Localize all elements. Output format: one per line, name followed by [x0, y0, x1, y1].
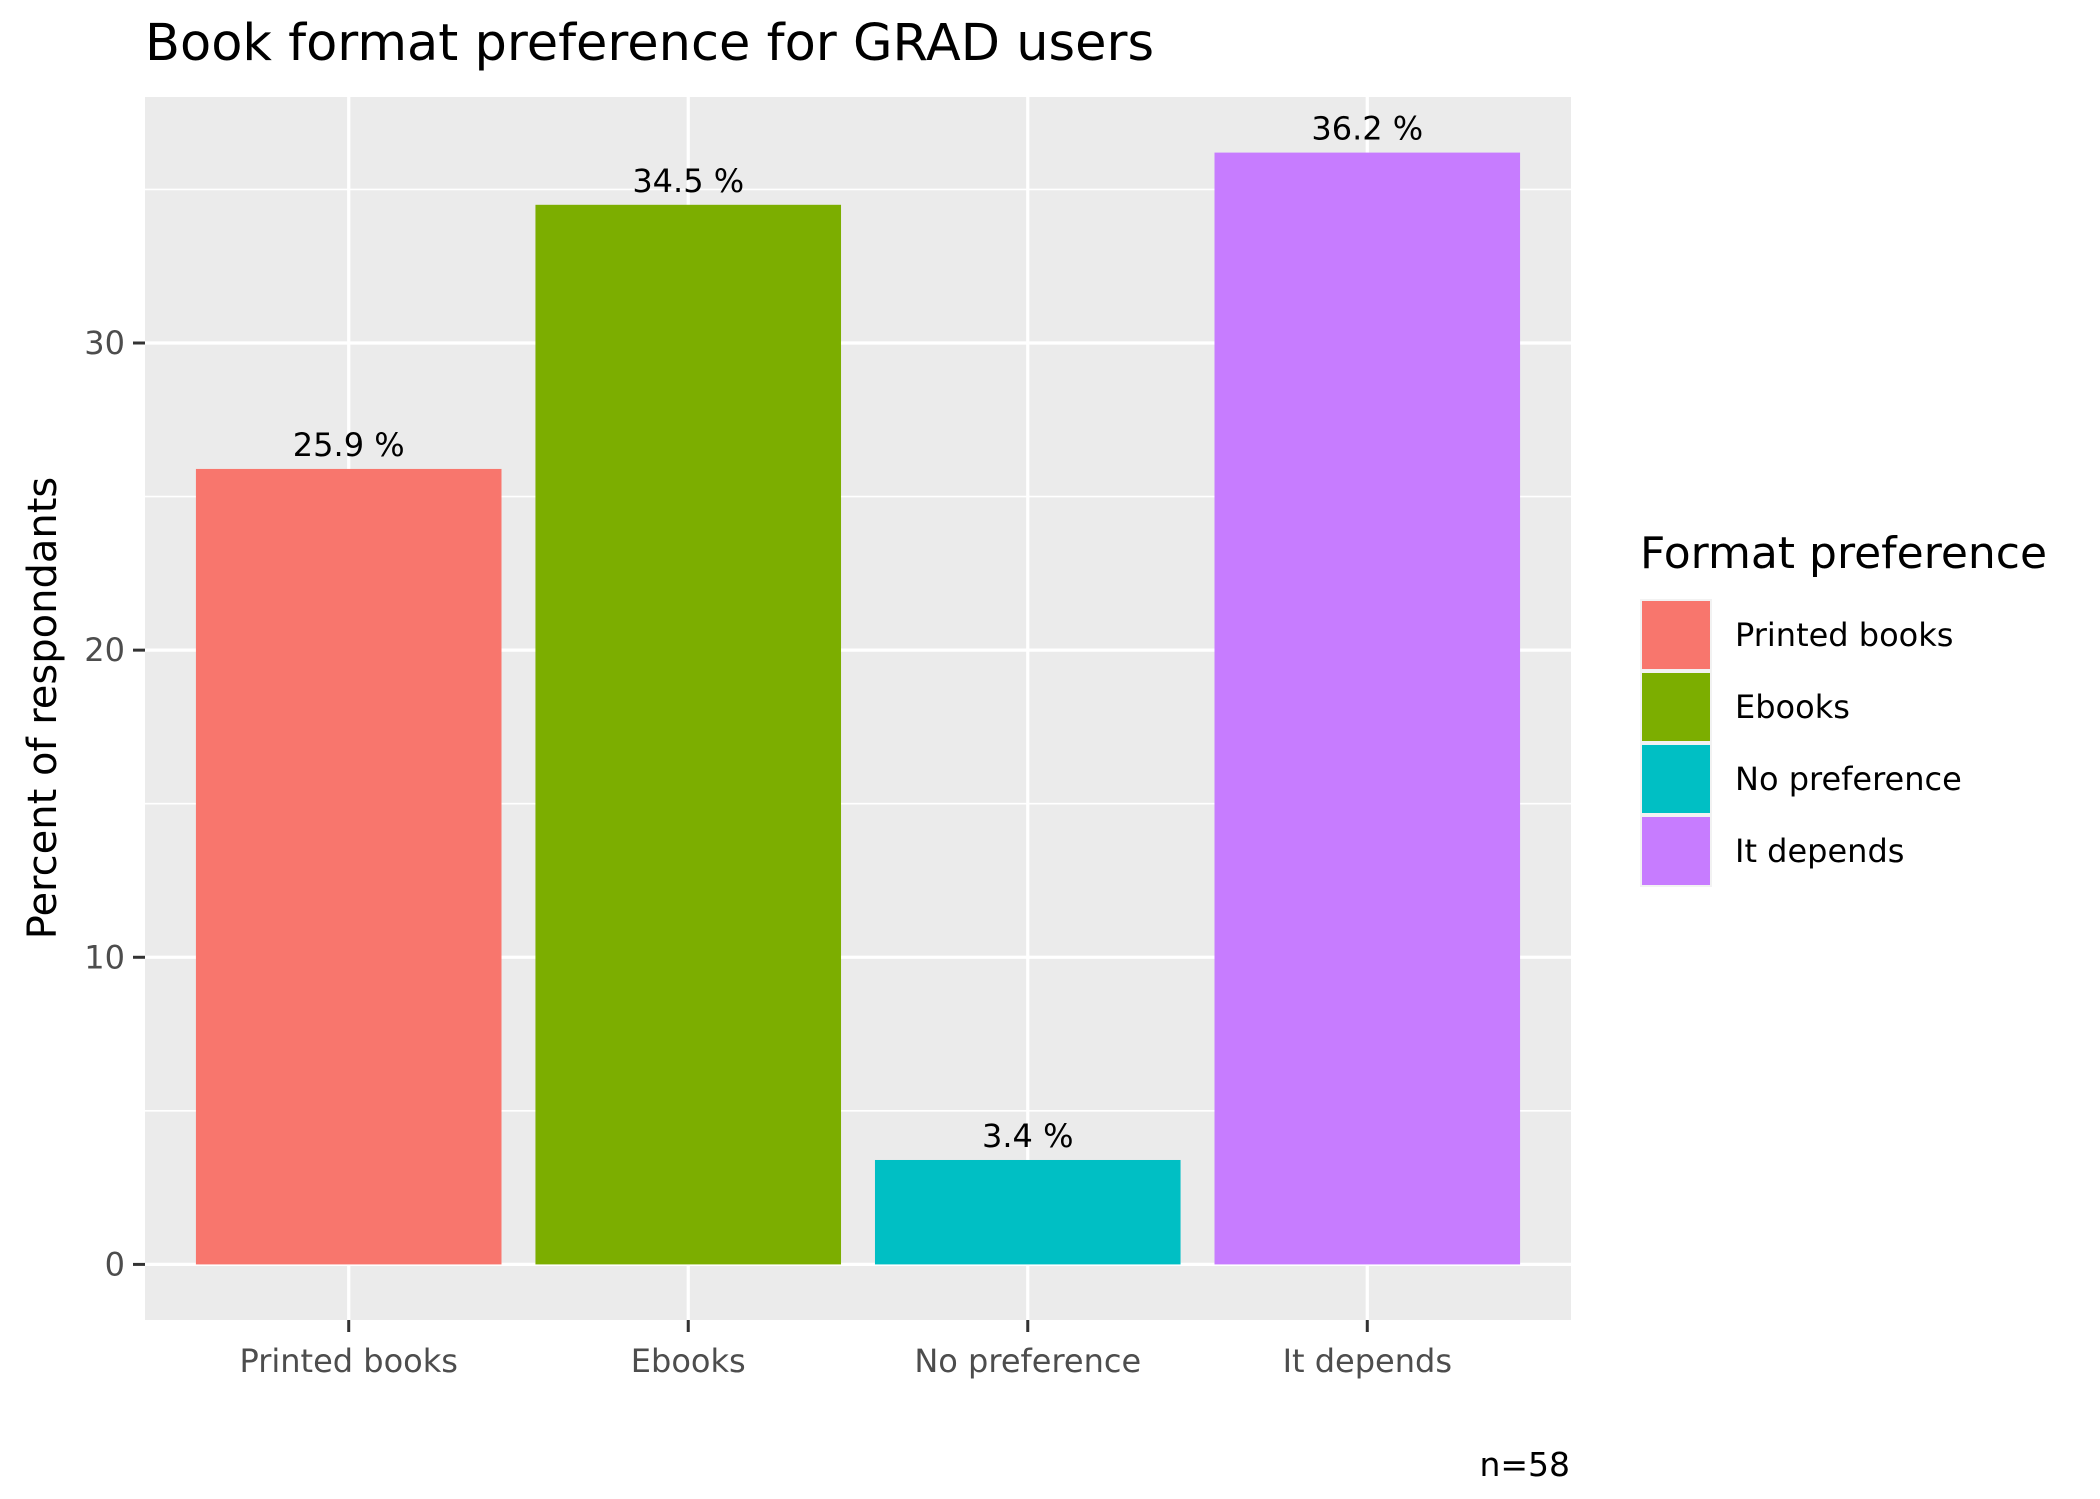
legend-swatch	[1642, 745, 1710, 813]
y-tick-label: 30	[84, 324, 125, 362]
y-axis: 0 10 20 30	[84, 324, 145, 1283]
chart-title: Book format preference for GRAD users	[145, 14, 1154, 73]
x-tick-label: No preference	[914, 1342, 1141, 1380]
bar	[1214, 152, 1521, 1265]
y-axis-title: Percent of respondants	[20, 477, 66, 940]
bar	[195, 468, 502, 1265]
bars	[195, 152, 1521, 1265]
legend-label: Printed books	[1735, 616, 1953, 654]
x-tick-label: Printed books	[239, 1342, 457, 1380]
y-tick-label: 10	[84, 938, 125, 976]
bar-value-label: 25.9 %	[293, 426, 405, 464]
bar	[874, 1159, 1181, 1265]
bar-value-label: 3.4 %	[982, 1117, 1073, 1155]
x-axis: Printed books Ebooks No preference It depen…	[239, 1320, 1452, 1380]
legend: Format preference Printed books Ebooks No …	[1640, 528, 2047, 887]
legend-swatch	[1642, 601, 1710, 669]
legend-label: Ebooks	[1735, 688, 1850, 726]
x-tick-label: Ebooks	[631, 1342, 746, 1380]
bar-value-label: 34.5 %	[632, 162, 744, 200]
bar	[535, 204, 842, 1265]
legend-label: It depends	[1735, 832, 1904, 870]
y-tick-label: 20	[84, 631, 125, 669]
legend-swatch	[1642, 673, 1710, 741]
y-tick-label: 0	[105, 1245, 125, 1283]
caption: n=58	[1479, 1445, 1570, 1484]
legend-swatch	[1642, 817, 1710, 885]
bar-value-label: 36.2 %	[1311, 110, 1423, 148]
x-tick-label: It depends	[1283, 1342, 1452, 1380]
legend-label: No preference	[1735, 760, 1962, 798]
legend-title: Format preference	[1640, 528, 2047, 579]
bar-labels: 25.9 % 34.5 % 3.4 % 36.2 %	[293, 110, 1423, 1155]
